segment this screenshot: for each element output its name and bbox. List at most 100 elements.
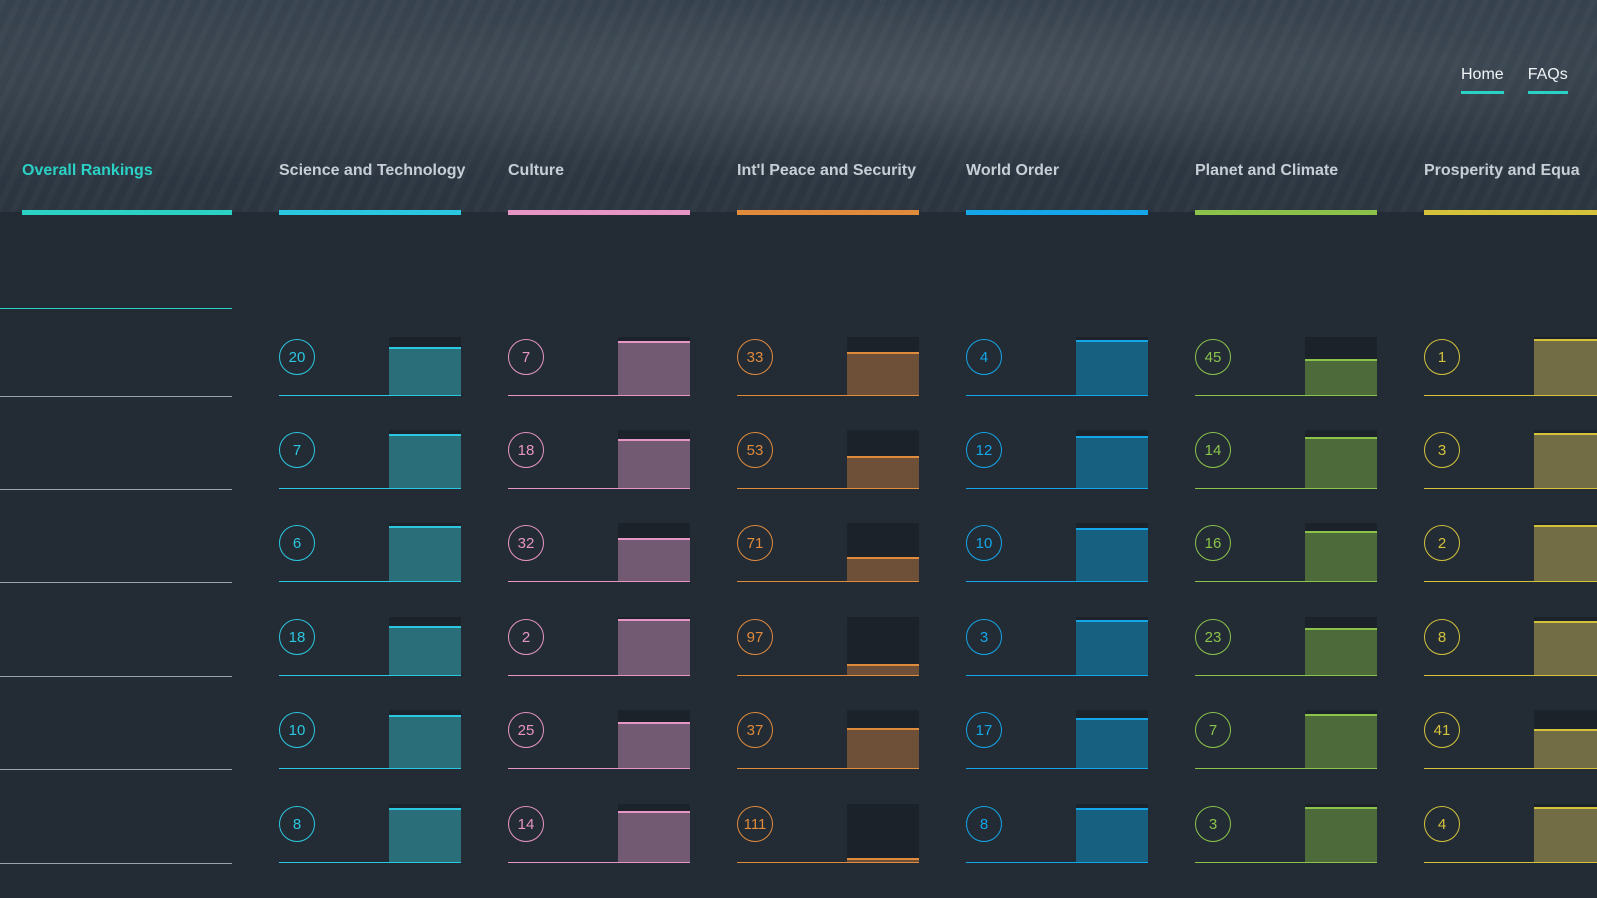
rank-cell[interactable]: 14 xyxy=(508,801,690,863)
rank-badge: 7 xyxy=(508,339,544,375)
score-bar-track xyxy=(1076,337,1148,395)
rank-cell[interactable]: 3 xyxy=(1424,427,1597,489)
rank-cell[interactable]: 8 xyxy=(1424,614,1597,676)
overall-divider xyxy=(0,308,232,309)
row-baseline xyxy=(1195,394,1377,396)
score-bar-fill xyxy=(1305,531,1377,581)
category-underline xyxy=(1195,210,1377,215)
category-header[interactable]: Science and Technology xyxy=(279,162,465,215)
rank-cell[interactable]: 33 xyxy=(737,334,919,396)
rank-badge: 53 xyxy=(737,432,773,468)
rank-cell[interactable]: 2 xyxy=(508,614,690,676)
rank-cell[interactable]: 111 xyxy=(737,801,919,863)
rank-cell[interactable]: 16 xyxy=(1195,520,1377,582)
rank-cell[interactable]: 8 xyxy=(279,801,461,863)
score-bar-fill xyxy=(1534,433,1597,488)
nav-home-link[interactable]: Home xyxy=(1461,66,1504,94)
rank-cell[interactable]: 8 xyxy=(966,801,1148,863)
rank-cell[interactable]: 18 xyxy=(508,427,690,489)
category-underline xyxy=(279,210,461,215)
row-baseline xyxy=(737,767,919,769)
rank-cell[interactable]: 14 xyxy=(1195,427,1377,489)
rank-cell[interactable]: 53 xyxy=(737,427,919,489)
row-baseline xyxy=(737,580,919,582)
rank-cell[interactable]: 23 xyxy=(1195,614,1377,676)
overall-row[interactable] xyxy=(0,396,232,397)
rank-cell[interactable]: 10 xyxy=(279,707,461,769)
rank-badge: 16 xyxy=(1195,525,1231,561)
category-header[interactable]: Prosperity and Equa xyxy=(1424,162,1597,215)
rank-cell[interactable]: 25 xyxy=(508,707,690,769)
rank-cell[interactable]: 6 xyxy=(279,520,461,582)
rank-cell[interactable]: 71 xyxy=(737,520,919,582)
overall-rankings-header[interactable]: Overall Rankings xyxy=(22,162,232,215)
score-bar-fill xyxy=(847,557,919,581)
rank-cell[interactable]: 2 xyxy=(1424,520,1597,582)
score-bar-track xyxy=(1305,710,1377,768)
row-baseline xyxy=(279,487,461,489)
rank-cell[interactable]: 18 xyxy=(279,614,461,676)
rank-cell[interactable]: 45 xyxy=(1195,334,1377,396)
rank-badge: 2 xyxy=(508,619,544,655)
rank-badge: 1 xyxy=(1424,339,1460,375)
score-bar-track xyxy=(389,804,461,862)
score-bar-fill xyxy=(847,858,919,862)
category-label: Prosperity and Equa xyxy=(1424,162,1580,179)
overall-row[interactable] xyxy=(0,676,232,677)
rank-cell[interactable]: 17 xyxy=(966,707,1148,769)
score-bar-track xyxy=(389,710,461,768)
rank-badge: 4 xyxy=(966,339,1002,375)
score-bar-track xyxy=(1305,430,1377,488)
score-bar-track xyxy=(847,710,919,768)
score-bar-fill xyxy=(618,811,690,862)
rank-cell[interactable]: 97 xyxy=(737,614,919,676)
score-bar-track xyxy=(618,804,690,862)
overall-row[interactable] xyxy=(0,582,232,583)
rank-badge: 8 xyxy=(1424,619,1460,655)
category-header[interactable]: World Order xyxy=(966,162,1148,215)
overall-row[interactable] xyxy=(0,863,232,864)
rank-cell[interactable]: 10 xyxy=(966,520,1148,582)
row-baseline xyxy=(508,394,690,396)
rank-cell[interactable]: 1 xyxy=(1424,334,1597,396)
row-baseline xyxy=(1424,674,1597,676)
rank-cell[interactable]: 3 xyxy=(966,614,1148,676)
overall-row[interactable] xyxy=(0,769,232,770)
rank-cell[interactable]: 3 xyxy=(1195,801,1377,863)
overall-row[interactable] xyxy=(0,489,232,490)
rank-cell[interactable]: 7 xyxy=(508,334,690,396)
rank-cell[interactable]: 4 xyxy=(1424,801,1597,863)
score-bar-fill xyxy=(389,434,461,488)
rank-cell[interactable]: 37 xyxy=(737,707,919,769)
category-underline xyxy=(1424,210,1597,215)
rank-badge: 14 xyxy=(508,806,544,842)
top-nav: Home FAQs xyxy=(1461,66,1568,94)
rank-cell[interactable]: 4 xyxy=(966,334,1148,396)
rank-cell[interactable]: 7 xyxy=(279,427,461,489)
score-bar-track xyxy=(1534,617,1597,675)
rank-badge: 3 xyxy=(1195,806,1231,842)
rank-cell[interactable]: 12 xyxy=(966,427,1148,489)
rank-cell[interactable]: 41 xyxy=(1424,707,1597,769)
score-bar-track xyxy=(1076,523,1148,581)
rank-cell[interactable]: 32 xyxy=(508,520,690,582)
rank-cell[interactable]: 20 xyxy=(279,334,461,396)
row-baseline xyxy=(966,394,1148,396)
rank-badge: 111 xyxy=(737,806,773,842)
nav-faqs-link[interactable]: FAQs xyxy=(1527,66,1568,94)
rank-badge: 32 xyxy=(508,525,544,561)
category-header[interactable]: Int'l Peace and Security xyxy=(737,162,919,215)
category-header[interactable]: Planet and Climate xyxy=(1195,162,1377,215)
score-bar-fill xyxy=(1305,437,1377,488)
row-baseline xyxy=(1424,861,1597,863)
score-bar-track xyxy=(847,523,919,581)
score-bar-track xyxy=(389,617,461,675)
rank-badge: 4 xyxy=(1424,806,1460,842)
rank-cell[interactable]: 7 xyxy=(1195,707,1377,769)
rank-badge: 3 xyxy=(1424,432,1460,468)
score-bar-track xyxy=(389,523,461,581)
row-baseline xyxy=(1424,394,1597,396)
row-baseline xyxy=(1195,580,1377,582)
category-header[interactable]: Culture xyxy=(508,162,690,215)
score-bar-track xyxy=(1305,804,1377,862)
